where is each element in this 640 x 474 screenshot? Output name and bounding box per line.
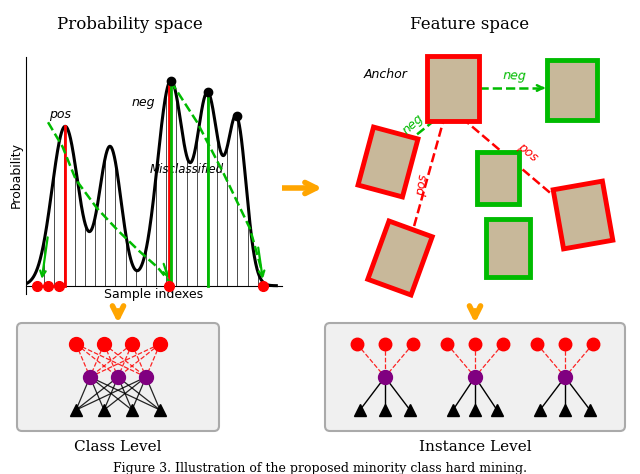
Y-axis label: Probability: Probability bbox=[10, 142, 23, 209]
Bar bbox=[427, 55, 479, 120]
Text: pos: pos bbox=[49, 108, 71, 121]
Text: pos: pos bbox=[414, 173, 430, 197]
Text: neg: neg bbox=[400, 111, 426, 137]
Text: neg: neg bbox=[503, 69, 527, 83]
Bar bbox=[477, 152, 519, 204]
FancyBboxPatch shape bbox=[325, 323, 625, 431]
Text: Probability space: Probability space bbox=[57, 16, 203, 33]
FancyBboxPatch shape bbox=[17, 323, 219, 431]
Bar bbox=[547, 60, 597, 120]
Text: Anchor: Anchor bbox=[364, 68, 408, 81]
Text: Instance Level: Instance Level bbox=[419, 440, 531, 454]
Text: pos: pos bbox=[515, 140, 541, 164]
Text: Class Level: Class Level bbox=[74, 440, 162, 454]
Text: neg: neg bbox=[131, 96, 155, 109]
Text: Feature space: Feature space bbox=[410, 16, 529, 33]
X-axis label: Sample indexes: Sample indexes bbox=[104, 289, 203, 301]
Text: Misclassified: Misclassified bbox=[150, 164, 224, 176]
Bar bbox=[486, 219, 530, 277]
Bar bbox=[368, 221, 432, 295]
Bar bbox=[553, 181, 613, 249]
Text: Figure 3. Illustration of the proposed minority class hard mining.: Figure 3. Illustration of the proposed m… bbox=[113, 462, 527, 474]
Bar bbox=[358, 127, 418, 197]
